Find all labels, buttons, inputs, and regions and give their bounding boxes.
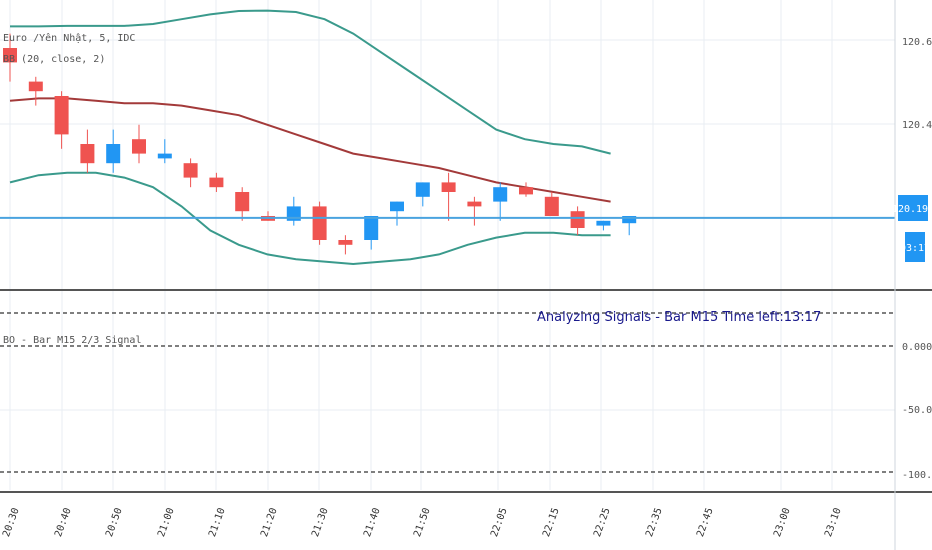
countdown-value: 03:17 (900, 243, 930, 254)
candle (28, 76, 43, 106)
candle-body (28, 81, 43, 92)
candle-body (415, 182, 430, 197)
time-tick-label: 21:10 (207, 506, 228, 538)
signal-pane[interactable]: BO - Bar M15 2/3 Signal Analyzing Signal… (0, 310, 895, 473)
candle-body (338, 240, 353, 245)
candle-body (3, 48, 17, 63)
candle-body (544, 196, 559, 216)
candle (441, 172, 456, 221)
dashed-levels (0, 312, 895, 473)
candle (493, 182, 508, 221)
candle-body (106, 144, 121, 164)
candle (338, 235, 353, 255)
candle (261, 211, 275, 221)
time-tick-label: 20:30 (1, 506, 22, 538)
candle-body (183, 163, 198, 178)
last-price-tag: 120.196 (892, 195, 932, 221)
candle (235, 187, 250, 221)
candle-body (157, 153, 172, 159)
countdown-tag: 03:17 (900, 232, 930, 262)
time-tick-label: 21:30 (310, 506, 331, 538)
candle (390, 201, 404, 226)
signal-tick-label: -100.000 (902, 470, 932, 481)
signal-tick-label: -50.000 (902, 405, 932, 416)
candle-body (80, 144, 95, 164)
time-tick-label: 23:00 (772, 506, 793, 538)
last-price-value: 120.196 (892, 204, 932, 215)
candle-body (493, 187, 508, 202)
candle (3, 33, 17, 82)
time-tick-label: 21:50 (412, 506, 433, 538)
price-pane[interactable] (0, 9, 895, 266)
time-tick-label: 21:40 (362, 506, 383, 538)
candle (544, 192, 559, 216)
time-tick-label: 22:45 (695, 506, 716, 538)
candle (596, 220, 611, 231)
time-tick-label: 21:20 (259, 506, 280, 538)
candle (312, 201, 327, 245)
candle (106, 129, 121, 173)
time-axis[interactable]: 20:30 20:40 20:50 21:00 21:10 21:20 21:30 21:40… (1, 506, 844, 538)
candle (364, 216, 379, 250)
candle-body (54, 96, 69, 135)
candle-body (596, 220, 611, 226)
candle (622, 216, 637, 236)
candle (209, 172, 224, 192)
indicator-legend[interactable]: BB (20, close, 2) (3, 54, 105, 65)
candle (132, 124, 146, 164)
time-tick-label: 20:50 (104, 506, 125, 538)
time-tick-label: 22:25 (592, 506, 613, 538)
candle-body (209, 177, 224, 188)
time-tick-label: 22:35 (644, 506, 665, 538)
signal-tick-label: 0.000 (902, 342, 932, 353)
candle (467, 196, 482, 226)
candle-body (570, 211, 585, 228)
time-tick-label: 22:15 (541, 506, 562, 538)
signal-status-text: Analyzing Signals - Bar M15 Time left:13… (537, 310, 821, 325)
bb-basis-line (9, 97, 611, 203)
bb-upper-band (10, 9, 611, 155)
price-tick-label: 120.400 (902, 120, 932, 131)
price-axis[interactable]: 120.600 120.400 0.000 -50.000 -100.000 (902, 37, 932, 481)
candle-body (132, 139, 146, 154)
subpane-legend[interactable]: BO - Bar M15 2/3 Signal (3, 335, 141, 346)
candle (415, 182, 430, 207)
candle (54, 91, 69, 149)
candle-body (519, 187, 533, 195)
candle-body (312, 206, 327, 240)
candle-body (622, 216, 637, 224)
candle (570, 206, 585, 236)
candle (183, 158, 198, 188)
time-tick-label: 21:00 (156, 506, 177, 538)
candle (519, 182, 533, 197)
candle-body (441, 182, 456, 192)
time-tick-label: 23:10 (823, 506, 844, 538)
candle (157, 139, 172, 164)
price-tick-label: 120.600 (902, 37, 932, 48)
candle (80, 129, 95, 173)
candles (3, 33, 637, 255)
candle-body (390, 201, 404, 212)
bb-lower-band (9, 171, 611, 266)
symbol-legend[interactable]: Euro /Yên Nhật, 5, IDC (3, 32, 135, 44)
candle (286, 196, 301, 226)
candle-body (467, 201, 482, 207)
grid-lines (0, 0, 895, 490)
time-tick-label: 20:40 (53, 506, 74, 538)
candle-body (364, 216, 379, 240)
candle-body (235, 192, 250, 212)
time-tick-label: 22:05 (489, 506, 510, 538)
